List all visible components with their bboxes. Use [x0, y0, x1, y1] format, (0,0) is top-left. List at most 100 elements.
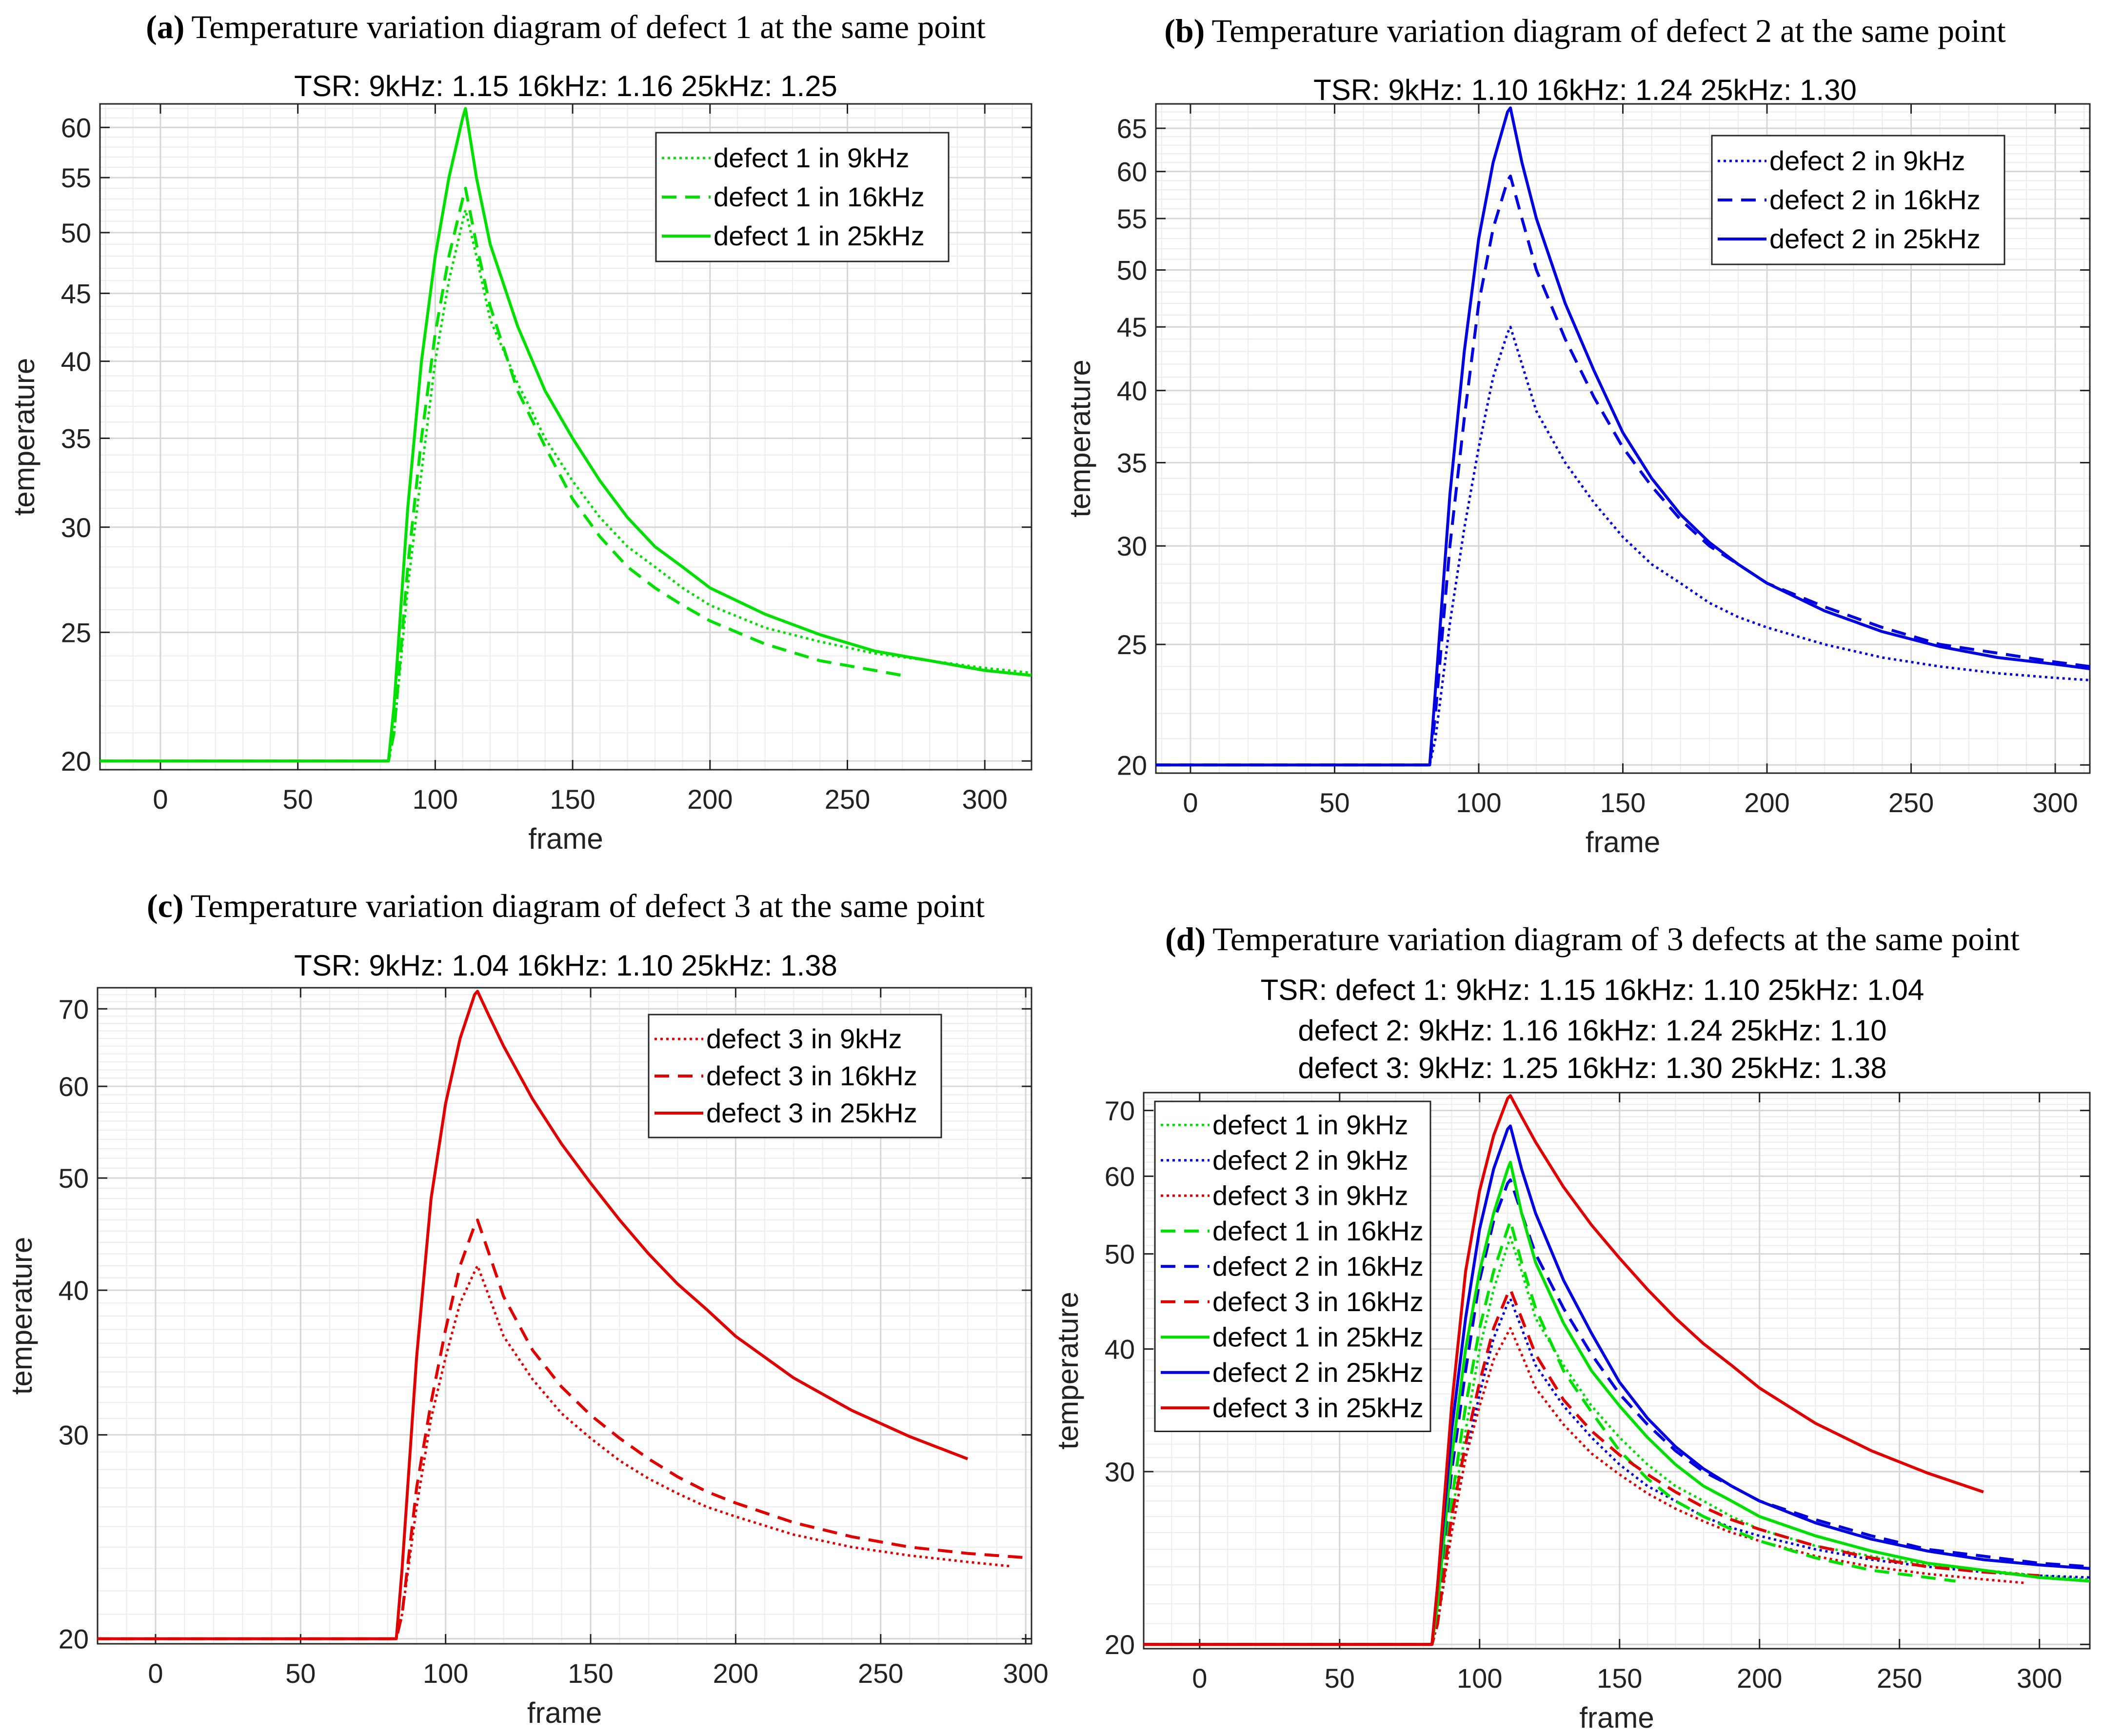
y-tick-label: 45	[1117, 312, 1147, 342]
legend: defect 1 in 9kHz defect 2 in 9kHz defect 3…	[1154, 1100, 1431, 1432]
y-tick-label: 30	[61, 512, 91, 543]
legend-entry: defect 1 in 16kHz	[1212, 1216, 1424, 1246]
y-axis-label: temperature	[5, 1237, 38, 1395]
y-tick-label: 55	[1117, 203, 1147, 234]
x-tick-label: 300	[962, 784, 1007, 815]
x-tick-label: 150	[1600, 787, 1646, 818]
y-tick-label: 30	[1117, 531, 1147, 561]
y-tick-label: 40	[61, 346, 91, 377]
y-tick-label: 60	[59, 1071, 89, 1102]
legend-entry: defect 2 in 16kHz	[1769, 184, 1981, 215]
y-tick-label: 20	[1117, 750, 1147, 780]
x-tick-label: 150	[1597, 1663, 1642, 1694]
tsr-subtitle-line: defect 2: 9kHz: 1.16 16kHz: 1.24 25kHz: …	[1298, 1014, 1886, 1047]
legend-entry: defect 3 in 9kHz	[706, 1023, 902, 1054]
y-tick-label: 40	[1117, 376, 1147, 406]
y-axis-label: temperature	[1052, 1292, 1084, 1450]
legend: defect 3 in 9kHz defect 3 in 16kHz defect …	[648, 1014, 942, 1138]
legend: defect 2 in 9kHz defect 2 in 16kHz defect …	[1711, 135, 2005, 265]
legend-entry: defect 1 in 9kHz	[714, 142, 910, 173]
x-tick-label: 0	[153, 784, 168, 815]
series-line	[98, 990, 969, 1640]
panel-title-text: Temperature variation diagram of defect …	[191, 887, 985, 924]
series-lines	[100, 107, 1032, 763]
legend-box	[1711, 135, 2005, 265]
legend-box	[1154, 1100, 1431, 1432]
x-tick-label: 250	[1877, 1663, 1922, 1694]
panel-letter: (b)	[1164, 12, 1205, 49]
y-tick-label: 20	[61, 746, 91, 777]
minor-grid	[100, 104, 1032, 770]
tsr-subtitle-line: TSR: 9kHz: 1.04 16kHz: 1.10 25kHz: 1.38	[294, 949, 837, 982]
y-tick-label: 20	[59, 1624, 89, 1655]
x-tick-label: 200	[713, 1658, 758, 1689]
chart-title: (a) Temperature variation diagram of defe…	[146, 8, 986, 45]
chart-panel-b: (b) Temperature variation diagram of defe…	[1064, 12, 2091, 858]
legend-entry: defect 3 in 9kHz	[1212, 1180, 1409, 1211]
y-tick-label: 50	[1117, 255, 1147, 286]
y-tick-label: 40	[59, 1275, 89, 1306]
x-tick-label: 250	[858, 1658, 903, 1689]
axes-box	[1143, 1092, 2091, 1650]
y-tick-label: 70	[59, 994, 89, 1024]
legend-entry: defect 1 in 25kHz	[714, 220, 925, 251]
y-tick-label: 20	[1105, 1629, 1135, 1660]
x-tick-label: 50	[1319, 787, 1349, 818]
x-tick-label: 150	[550, 784, 595, 815]
y-tick-label: 35	[1117, 448, 1147, 479]
y-tick-label: 60	[1117, 157, 1147, 187]
axes-box	[99, 103, 1032, 771]
x-axis-label: frame	[1579, 1701, 1654, 1734]
x-tick-label: 100	[1457, 1663, 1502, 1694]
axes-box	[97, 987, 1032, 1645]
chart-panel-a: (a) Temperature variation diagram of defe…	[8, 8, 1032, 855]
x-tick-label: 0	[1192, 1663, 1207, 1694]
chart-title: (b) Temperature variation diagram of defe…	[1164, 12, 2006, 49]
legend-entry: defect 3 in 16kHz	[1212, 1286, 1424, 1317]
series-line	[1156, 106, 2090, 767]
y-tick-label: 55	[61, 162, 91, 193]
series-line	[1156, 174, 2090, 767]
panel-letter: (c)	[147, 887, 183, 924]
y-tick-label: 25	[1117, 629, 1147, 660]
series-lines	[98, 990, 1026, 1640]
legend-entry: defect 1 in 9kHz	[1212, 1109, 1409, 1140]
legend-entry: defect 2 in 25kHz	[1212, 1357, 1424, 1388]
x-tick-label: 200	[687, 784, 733, 815]
panel-letter: (d)	[1165, 920, 1206, 958]
series-line	[98, 1264, 1012, 1640]
x-tick-label: 200	[1737, 1663, 1782, 1694]
tsr-subtitle-line: defect 3: 9kHz: 1.25 16kHz: 1.30 25kHz: …	[1298, 1052, 1886, 1084]
chart-panel-d: (d) Temperature variation diagram of 3 de…	[1052, 920, 2091, 1734]
y-tick-label: 50	[59, 1163, 89, 1194]
x-tick-label: 250	[1888, 787, 1934, 818]
y-axis-label: temperature	[1064, 359, 1096, 518]
series-line	[1144, 1094, 1984, 1646]
y-tick-label: 60	[1105, 1161, 1135, 1192]
chart-title: (c) Temperature variation diagram of defe…	[147, 887, 985, 924]
x-tick-label: 50	[285, 1658, 316, 1689]
tsr-subtitle-line: TSR: defect 1: 9kHz: 1.15 16kHz: 1.10 25…	[1261, 974, 1924, 1006]
x-tick-label: 150	[568, 1658, 613, 1689]
x-tick-label: 0	[1183, 787, 1198, 818]
panel-title-text: Temperature variation diagram of 3 defec…	[1212, 920, 2020, 958]
legend-entry: defect 3 in 25kHz	[706, 1097, 917, 1128]
x-tick-label: 100	[1456, 787, 1501, 818]
legend-entry: defect 1 in 16kHz	[714, 181, 925, 212]
x-tick-label: 100	[413, 784, 458, 815]
x-tick-label: 50	[1325, 1663, 1355, 1694]
series-line	[100, 107, 1032, 763]
y-axis-label: temperature	[8, 358, 40, 516]
y-tick-label: 35	[61, 423, 91, 454]
x-tick-label: 100	[423, 1658, 468, 1689]
chart-panel-c: (c) Temperature variation diagram of defe…	[5, 887, 1049, 1729]
tsr-subtitle-line: TSR: 9kHz: 1.15 16kHz: 1.16 25kHz: 1.25	[294, 70, 837, 102]
legend-entry: defect 3 in 25kHz	[1212, 1392, 1424, 1423]
series-lines	[1156, 106, 2090, 767]
panel-title-text: Temperature variation diagram of defect …	[191, 8, 986, 45]
x-tick-label: 50	[283, 784, 313, 815]
series-lines	[1144, 1094, 2090, 1646]
x-tick-label: 300	[2017, 1663, 2062, 1694]
y-tick-label: 45	[61, 278, 91, 309]
